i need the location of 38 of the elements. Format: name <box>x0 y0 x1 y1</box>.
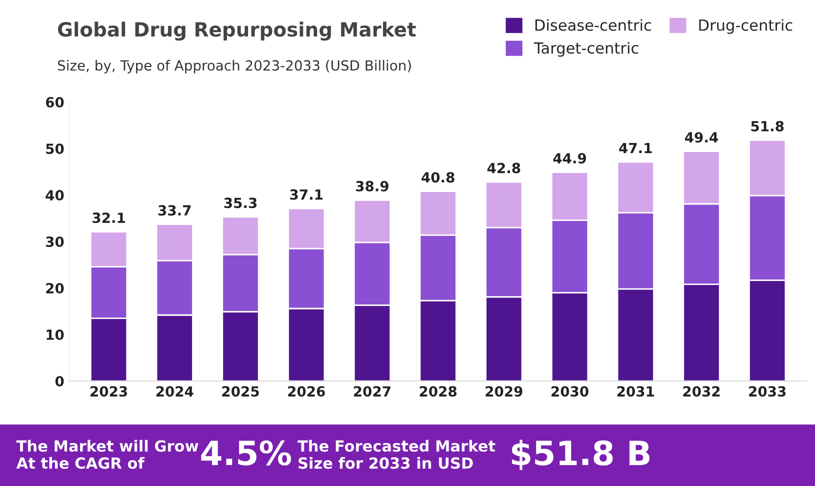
x-tick-label: 2023 <box>90 386 128 397</box>
x-tick-label: 2026 <box>288 386 325 397</box>
text: The Forecasted Market Size for 2033 in USD <box>298 440 496 469</box>
total-label: 38.9 <box>356 180 388 192</box>
total-label: 51.8 <box>751 120 784 132</box>
y-tick-label: 10 <box>46 330 64 340</box>
y-tick-label: 20 <box>46 283 64 294</box>
x-tick-label: 2028 <box>420 386 457 397</box>
text: $51.8 B <box>512 440 650 470</box>
y-tick-label: 30 <box>46 236 64 248</box>
x-tick-label: 2031 <box>617 386 654 397</box>
chart-subtitle: Size, by, Type of Approach 2023-2033 (USD Billion) <box>58 60 411 74</box>
legend-label: Drug-centric <box>699 19 792 34</box>
total-label: 42.8 <box>487 162 520 174</box>
total-label: 37.1 <box>290 189 323 200</box>
x-tick-label: 2032 <box>683 386 720 397</box>
total-label: 47.1 <box>619 142 652 154</box>
total-label: 35.3 <box>224 198 257 208</box>
text: 4.5% <box>201 440 292 466</box>
total-label: 49.4 <box>684 132 718 143</box>
chart-title: Global Drug Repurposing Market <box>58 22 416 41</box>
x-tick-label: 2033 <box>749 386 786 397</box>
legend-label: Target-centric <box>534 42 638 57</box>
y-tick-label: 0 <box>55 376 64 386</box>
y-tick-label: 40 <box>46 190 64 201</box>
y-tick-label: 50 <box>46 144 64 154</box>
x-tick-label: 2025 <box>222 386 259 397</box>
total-label: 32.1 <box>92 212 125 224</box>
total-label: 44.9 <box>553 153 586 164</box>
x-tick-label: 2030 <box>552 386 588 397</box>
total-label: 40.8 <box>422 172 454 183</box>
y-tick-label: 60 <box>46 97 64 108</box>
total-label: 33.7 <box>158 205 191 216</box>
x-tick-label: 2024 <box>156 386 194 397</box>
legend-label: Disease-centric <box>535 19 651 31</box>
x-tick-label: 2027 <box>354 386 390 397</box>
text: The Market will Grow At the CAGR of <box>16 440 198 469</box>
x-tick-label: 2029 <box>486 386 522 397</box>
